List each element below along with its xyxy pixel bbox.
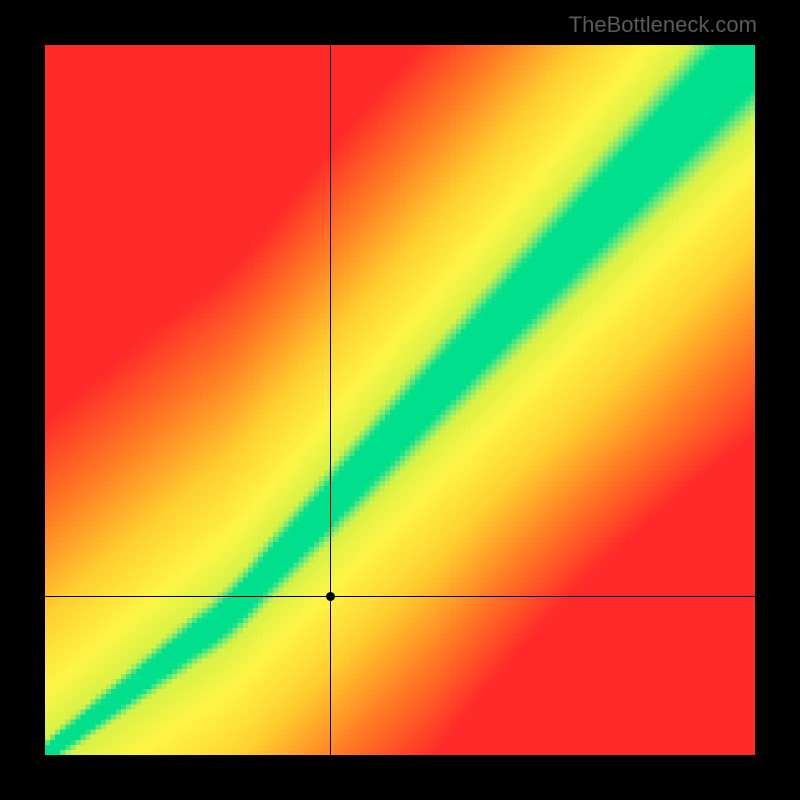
crosshair-horizontal xyxy=(45,596,755,597)
watermark-label: TheBottleneck.com xyxy=(569,12,757,38)
crosshair-dot xyxy=(326,592,335,601)
chart-root: TheBottleneck.com xyxy=(0,0,800,800)
crosshair-vertical xyxy=(330,45,331,755)
bottleneck-heatmap xyxy=(45,45,755,755)
